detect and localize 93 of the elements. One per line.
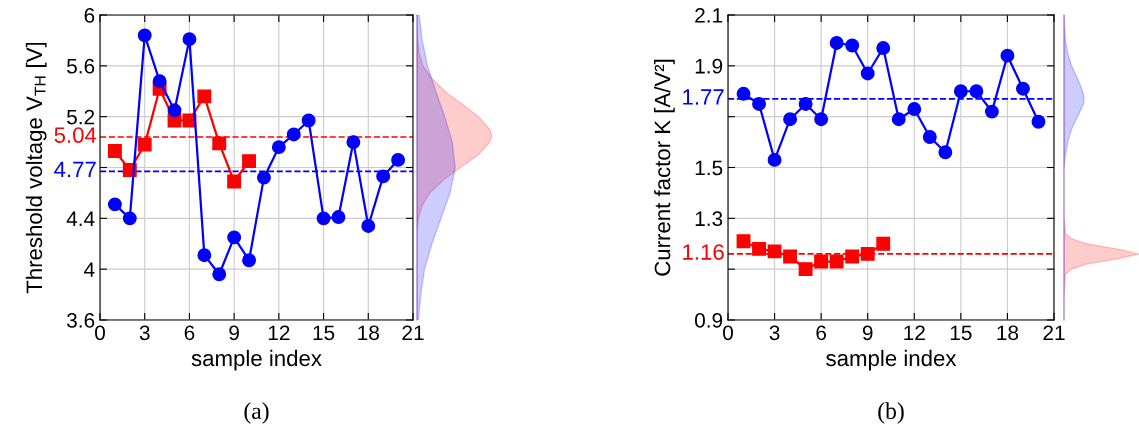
ref-line-label: 1.16 [683,244,724,260]
point [137,137,152,152]
y-axis-title: Threshold voltage V$_{TH}$ [V] [25,42,47,294]
y-tick-label: 4 [84,262,95,277]
y-tick-label: 3.6 [66,313,95,328]
point [1000,48,1015,63]
point [953,84,968,99]
point [257,170,271,185]
x-tick-label: 18 [358,325,379,341]
point [346,135,361,150]
x-axis-title: sample index [191,349,322,371]
x-tick-label: 3 [139,325,150,341]
point [1031,114,1046,129]
x-tick-label: 12 [904,325,925,340]
point [814,254,829,269]
point [391,152,406,167]
point [907,102,922,116]
x-tick-label: 3 [769,325,780,341]
point [767,152,782,167]
x-tick-label: 15 [313,325,335,341]
y-tick-label: 6 [84,8,95,23]
y-tick-label: 1.5 [695,160,723,176]
point [860,246,875,261]
y-tick-label: 4.4 [66,211,95,226]
y-tick-label: 2.1 [695,8,723,23]
x-tick-label: 9 [862,325,873,341]
point [212,136,227,151]
point [197,248,212,263]
point [242,154,256,169]
point [736,234,751,249]
point [152,74,167,89]
x-axis-title: sample index [826,349,957,371]
y-axis-title: Current factor K [A/V²] [654,59,675,276]
point [969,84,984,99]
point [316,211,331,226]
point [197,89,212,104]
text: (b) [878,402,904,424]
point [783,112,798,127]
text: (a) [244,402,269,424]
x-tick-label: 0 [723,325,733,341]
point [798,97,813,111]
x-tick-label: 9 [229,325,239,341]
point [227,230,242,245]
point [227,174,242,189]
point [984,104,999,119]
x-tick-label: 6 [184,325,195,341]
point [891,112,906,127]
y-tick-label: 1.9 [695,58,723,74]
x-tick-label: 0 [95,325,105,341]
point [814,112,829,127]
point [361,219,376,233]
x-tick-label: 21 [1043,325,1065,340]
point [752,241,766,256]
y-tick-label: 0.9 [694,313,723,328]
x-tick-label: 6 [816,325,827,341]
point [845,38,860,53]
point [876,236,891,251]
point [783,249,798,264]
point [182,32,197,47]
point [1016,81,1030,96]
point [331,210,346,225]
point [829,254,844,269]
point [107,144,122,158]
point [242,253,256,268]
point [167,103,182,118]
point [122,211,137,226]
ref-line-label: 4.77 [54,161,96,178]
point [286,127,301,142]
point [137,28,152,43]
point [922,130,937,144]
point [376,169,391,184]
y-tick-label: 5.2 [67,109,95,125]
ref-line-label: 1.77 [683,89,724,105]
y-tick-label: 5.6 [67,58,95,74]
x-tick-label: 15 [950,325,972,341]
x-tick-label: 18 [997,325,1019,341]
point [798,262,813,277]
x-tick-label: 21 [402,325,424,340]
x-tick-label: 12 [268,325,290,340]
point [938,145,953,160]
point [271,140,286,155]
point [301,113,316,128]
y-tick-label: 1.3 [695,211,723,227]
point [829,36,844,50]
point [107,197,122,212]
ref-line-label: 5.04 [54,127,97,143]
point [767,244,782,259]
point [860,66,875,81]
point [736,86,751,101]
point [752,97,766,111]
point [876,41,891,55]
point [845,249,860,264]
point [212,267,227,282]
